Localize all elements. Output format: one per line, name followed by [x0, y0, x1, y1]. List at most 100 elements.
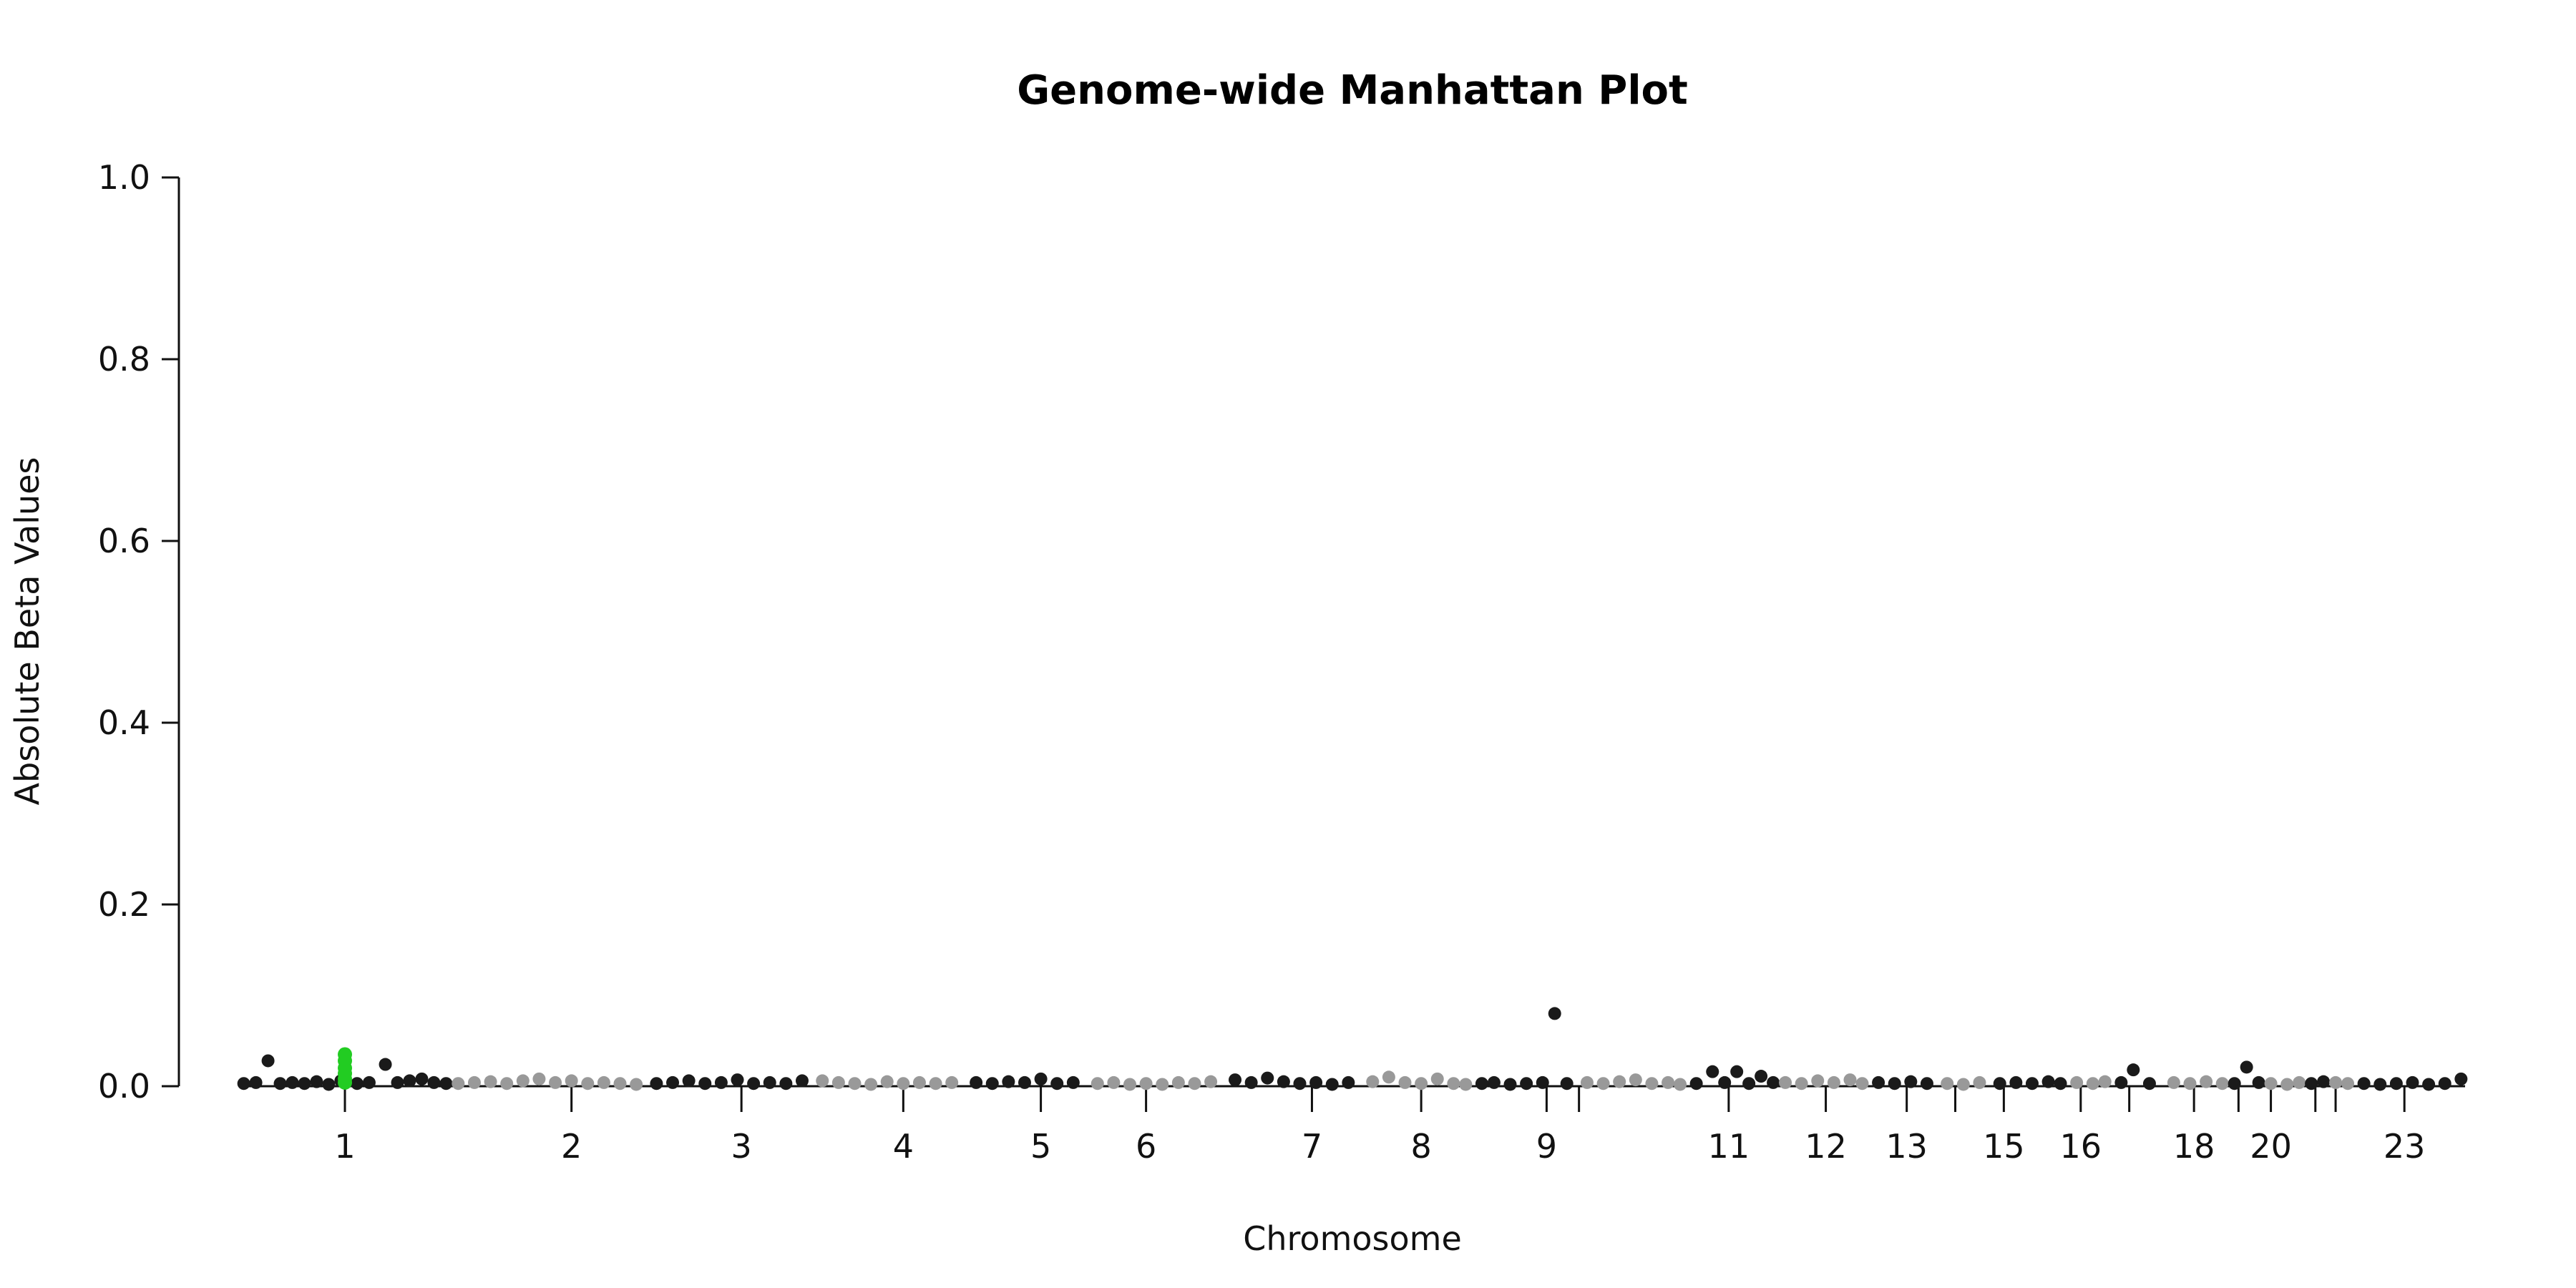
data-point	[2009, 1075, 2023, 1089]
y-tick-label: 0.2	[98, 885, 150, 924]
data-point	[597, 1075, 610, 1089]
data-point	[1941, 1077, 1954, 1091]
data-point	[565, 1074, 578, 1088]
data-point	[1002, 1075, 1015, 1088]
data-point	[2264, 1077, 2278, 1091]
data-point	[1706, 1065, 1719, 1078]
data-point	[929, 1077, 942, 1091]
data-point	[1475, 1077, 1488, 1091]
x-tick-label: 16	[2060, 1127, 2102, 1166]
data-point	[1872, 1075, 1885, 1089]
data-point	[731, 1073, 744, 1087]
data-point	[1107, 1075, 1121, 1089]
data-point	[1674, 1078, 1687, 1091]
data-point	[2200, 1075, 2213, 1088]
data-point	[714, 1075, 728, 1089]
data-point	[439, 1077, 453, 1091]
data-point	[1204, 1075, 1218, 1088]
data-point	[613, 1077, 627, 1091]
data-point	[1645, 1077, 1659, 1091]
data-point	[2357, 1077, 2371, 1091]
y-tick-label: 0.6	[98, 522, 150, 560]
data-point	[2142, 1077, 2156, 1091]
data-point	[1050, 1077, 1064, 1091]
data-point	[698, 1077, 712, 1091]
data-point	[1487, 1075, 1501, 1089]
data-point	[1536, 1075, 1549, 1089]
data-point	[970, 1075, 983, 1089]
x-tick-label: 8	[1410, 1127, 1431, 1166]
data-points	[237, 1007, 2468, 1091]
data-point	[1123, 1078, 1136, 1091]
data-point	[1973, 1075, 1986, 1089]
data-point	[1261, 1071, 1274, 1085]
data-point	[532, 1072, 546, 1085]
x-tick-label: 6	[1136, 1127, 1156, 1166]
data-point	[1382, 1070, 1395, 1084]
data-point	[2406, 1075, 2419, 1089]
x-tick-label: 15	[1983, 1127, 2025, 1166]
data-point	[2240, 1060, 2253, 1074]
data-point	[795, 1074, 809, 1088]
data-point	[273, 1077, 287, 1091]
data-point	[1325, 1078, 1339, 1091]
data-point	[2086, 1077, 2099, 1091]
data-point	[2215, 1077, 2229, 1091]
data-point	[249, 1075, 263, 1089]
data-point	[2293, 1075, 2306, 1089]
y-tick-label: 0.0	[98, 1067, 150, 1106]
data-point	[1018, 1075, 1031, 1089]
data-point	[779, 1077, 793, 1091]
data-point	[747, 1077, 761, 1091]
data-point	[1447, 1077, 1460, 1091]
data-point	[831, 1075, 845, 1089]
x-tick-label: 13	[1885, 1127, 1928, 1166]
data-point	[1415, 1077, 1428, 1091]
data-point	[2317, 1075, 2331, 1088]
data-point	[581, 1077, 595, 1091]
x-tick-label: 12	[1805, 1127, 1847, 1166]
data-point	[2252, 1075, 2265, 1089]
x-tick-label: 18	[2173, 1127, 2215, 1166]
data-point	[1596, 1077, 1610, 1091]
data-point	[452, 1077, 465, 1091]
data-point	[2183, 1077, 2197, 1091]
data-point	[2454, 1072, 2468, 1085]
data-point	[1755, 1070, 1768, 1083]
data-point	[1277, 1075, 1290, 1088]
data-point	[1034, 1072, 1048, 1085]
data-point	[2329, 1075, 2343, 1089]
data-point	[666, 1075, 680, 1089]
data-point	[350, 1077, 364, 1091]
data-point	[2098, 1075, 2112, 1088]
data-point	[1904, 1075, 1918, 1088]
data-point	[682, 1074, 696, 1088]
data-point	[1560, 1077, 1574, 1091]
data-point	[1795, 1077, 1808, 1091]
x-tick-label: 1	[334, 1127, 355, 1166]
data-point	[1139, 1077, 1153, 1091]
x-tick-label: 4	[893, 1127, 914, 1166]
data-point	[880, 1075, 894, 1088]
data-point	[1689, 1077, 1703, 1091]
data-point	[1580, 1075, 1594, 1089]
data-point	[650, 1077, 663, 1091]
data-point	[1430, 1072, 1444, 1085]
x-tick-label: 9	[1536, 1127, 1557, 1166]
data-point	[816, 1074, 829, 1088]
data-point	[2341, 1077, 2355, 1091]
data-point	[549, 1075, 562, 1089]
data-point	[1171, 1075, 1185, 1089]
data-point	[1993, 1077, 2006, 1091]
data-point	[912, 1075, 926, 1089]
data-point	[1767, 1075, 1780, 1089]
data-point	[1398, 1075, 1412, 1089]
x-tick-label: 20	[2250, 1127, 2292, 1166]
data-point	[403, 1074, 416, 1088]
data-point	[1293, 1077, 1307, 1091]
y-tick-label: 1.0	[98, 158, 150, 197]
data-point	[848, 1077, 862, 1091]
data-point	[500, 1077, 514, 1091]
data-point	[2025, 1077, 2039, 1091]
